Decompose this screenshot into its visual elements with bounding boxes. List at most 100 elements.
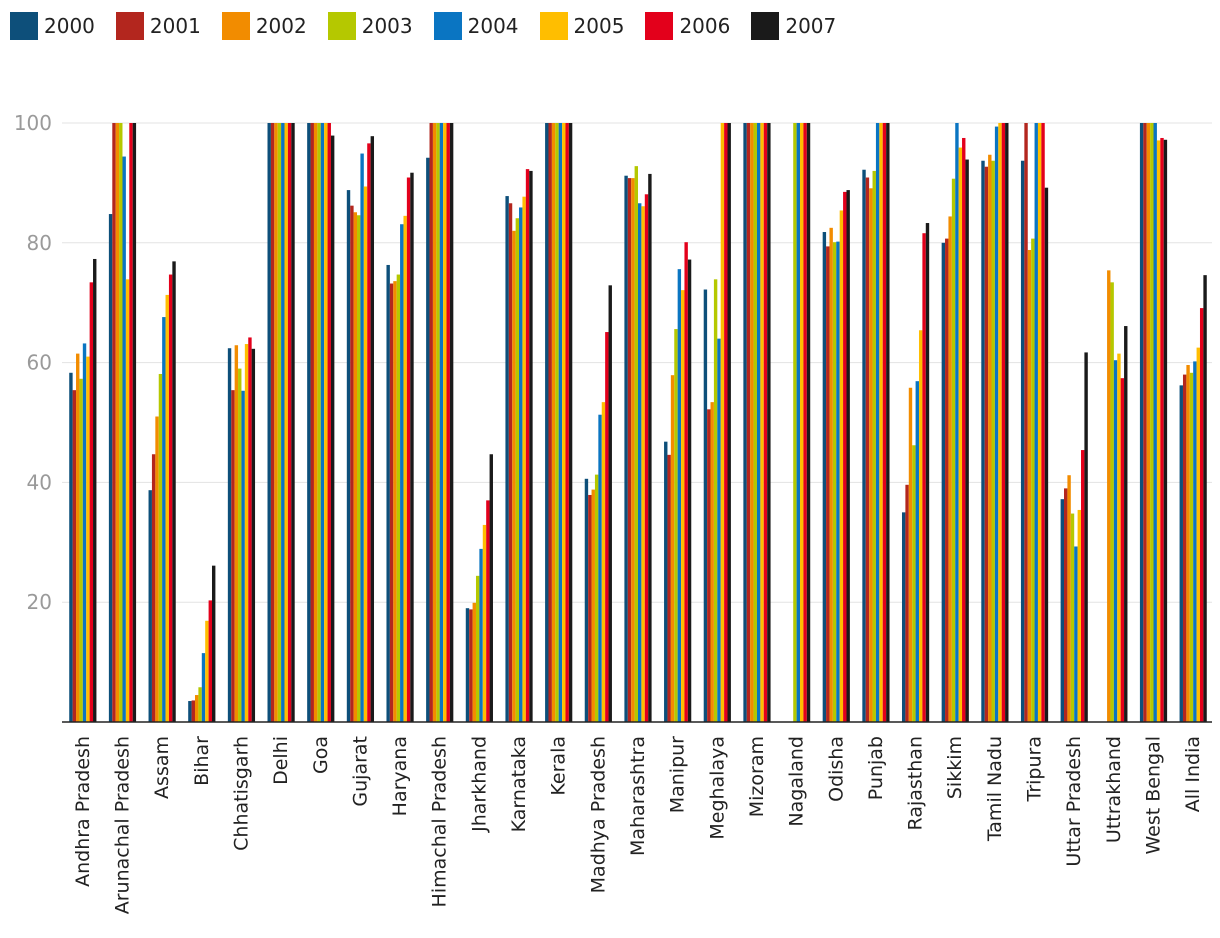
y-tick-label: 40 (27, 470, 52, 494)
bar (165, 294, 169, 722)
bar (687, 259, 692, 722)
bar (800, 123, 804, 722)
bar (324, 123, 328, 722)
bar (1146, 123, 1151, 722)
bar (1005, 123, 1009, 722)
x-tick-label: Nagaland (786, 736, 808, 827)
bar (410, 172, 414, 723)
bar (641, 206, 645, 723)
bar (529, 170, 533, 723)
bar (562, 123, 566, 722)
bar (119, 123, 123, 722)
bar (908, 387, 913, 722)
bar (439, 123, 444, 722)
bar (86, 356, 90, 722)
bar (746, 123, 751, 722)
bar (469, 609, 473, 722)
bar (763, 123, 768, 722)
x-tick-label: Maharashtra (627, 736, 649, 856)
bar (588, 494, 592, 722)
bar (945, 238, 949, 722)
bar (277, 123, 282, 722)
legend-swatch (115, 12, 144, 40)
bar (793, 123, 797, 722)
x-tick-label: Madhya Pradesh (587, 736, 609, 893)
bar (605, 332, 609, 722)
legend-item: 2004 (433, 12, 519, 40)
legend-swatch (10, 12, 38, 40)
x-tick-label: Kerala (548, 736, 570, 796)
bar (1203, 275, 1207, 722)
bar (1117, 353, 1121, 722)
bar (1037, 123, 1042, 722)
bar (1077, 509, 1082, 722)
bar (925, 223, 930, 722)
bar (1020, 160, 1025, 722)
bar (720, 123, 725, 722)
bar (767, 123, 771, 722)
bar (403, 215, 407, 722)
bar (634, 166, 638, 723)
bar (984, 166, 989, 723)
bar (1199, 308, 1204, 722)
bar (568, 123, 573, 722)
bar (1064, 488, 1068, 722)
legend-item: 2001 (115, 12, 201, 40)
legend-label: 2001 (149, 14, 201, 38)
bar (172, 261, 176, 722)
bar (436, 123, 440, 722)
bar (846, 190, 850, 722)
bar (1163, 139, 1168, 723)
bar (1027, 249, 1032, 722)
legend-label: 2003 (361, 14, 413, 38)
bar (287, 123, 292, 722)
bar (994, 126, 999, 723)
legend-item: 2003 (327, 12, 413, 40)
bar (1081, 450, 1085, 722)
bar (624, 175, 628, 722)
bar (82, 343, 87, 722)
bar (79, 378, 83, 722)
bar (191, 700, 195, 722)
bar (1156, 140, 1161, 723)
bar (346, 190, 351, 722)
bar (129, 123, 133, 722)
bar (965, 159, 969, 722)
bar (879, 123, 883, 722)
bar (631, 178, 635, 722)
bar (1001, 123, 1006, 722)
bar (386, 264, 390, 722)
bar (515, 218, 520, 722)
bar (882, 123, 887, 722)
bar (194, 695, 199, 722)
bar (915, 381, 919, 722)
bar (310, 123, 314, 722)
legend-swatch (221, 12, 250, 40)
bar (132, 123, 137, 722)
bar (1060, 499, 1065, 722)
x-tick-label: Tripura (1024, 736, 1046, 802)
bar (1150, 123, 1154, 722)
bar (951, 178, 956, 722)
bar (205, 620, 209, 722)
x-tick-label: Uttrakhand (1103, 736, 1125, 843)
bar (317, 123, 321, 722)
bar (367, 143, 371, 723)
bar (727, 123, 731, 722)
bar (832, 242, 837, 723)
bar (803, 123, 807, 722)
bar (72, 390, 77, 722)
bar (522, 196, 526, 722)
bar (756, 123, 761, 722)
bar (489, 454, 493, 722)
bar (677, 269, 682, 722)
bar (667, 454, 671, 722)
bar (482, 524, 487, 722)
bar (307, 123, 311, 722)
bar (198, 687, 202, 722)
x-tick-label: Delhi (270, 736, 292, 785)
bar (1070, 513, 1075, 722)
bar (155, 416, 159, 722)
bar (429, 123, 433, 722)
bar (826, 246, 830, 723)
